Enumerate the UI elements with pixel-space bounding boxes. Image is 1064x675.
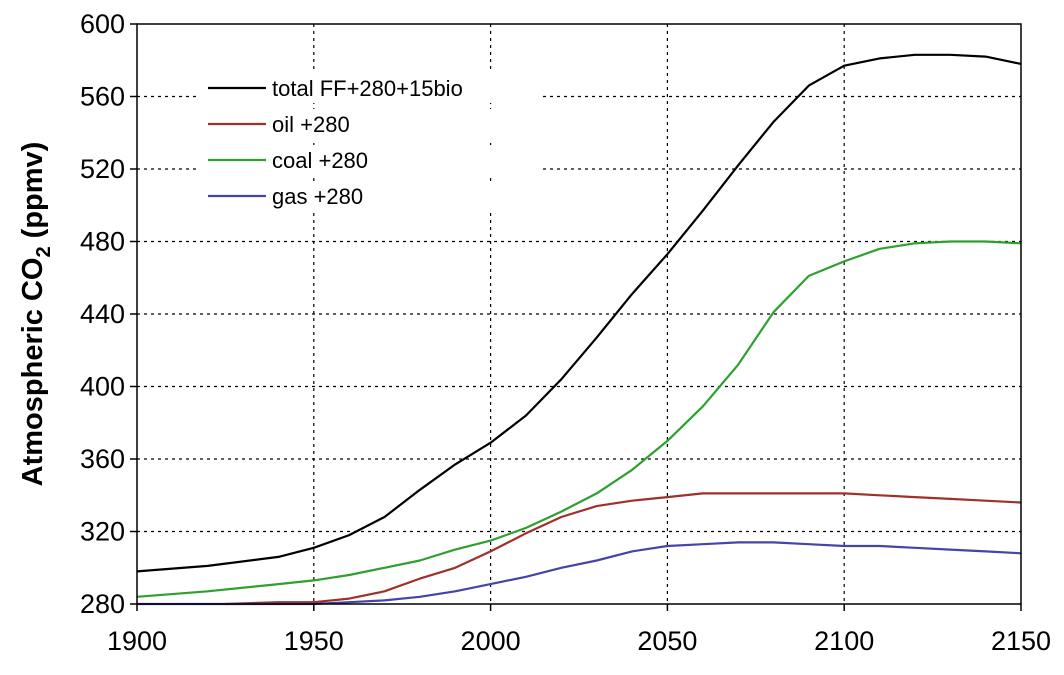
x-tick-label-2050: 2050 <box>637 626 697 656</box>
y-axis-tick-labels: 280 320 360 400 440 480 520 560 600 <box>80 9 137 619</box>
y-tick-label-560: 560 <box>80 82 125 112</box>
y-tick-label-400: 400 <box>80 372 125 402</box>
x-tick-label-1900: 1900 <box>107 626 167 656</box>
series-line-3 <box>137 541 1022 606</box>
x-tick-label-2000: 2000 <box>461 626 521 656</box>
series-line-2 <box>136 240 1022 598</box>
legend-label-0: total FF+280+15bio <box>272 76 463 101</box>
y-tick-label-280: 280 <box>80 589 125 619</box>
legend-label-2: coal +280 <box>272 148 368 173</box>
y-tick-label-520: 520 <box>80 154 125 184</box>
series-line-1 <box>225 492 1022 606</box>
y-axis-title-subscript: 2 <box>33 246 55 257</box>
series-line-0 <box>136 53 1022 573</box>
y-tick-label-320: 320 <box>80 517 125 547</box>
y-tick-label-440: 440 <box>80 299 125 329</box>
legend-label-1: oil +280 <box>272 112 350 137</box>
x-axis-tick-labels: 1900 1950 2000 2050 2100 2150 <box>107 604 1051 656</box>
x-tick-label-2150: 2150 <box>991 626 1051 656</box>
y-tick-label-600: 600 <box>80 9 125 39</box>
x-tick-label-2100: 2100 <box>814 626 874 656</box>
y-tick-label-480: 480 <box>80 227 125 257</box>
x-tick-label-1950: 1950 <box>284 626 344 656</box>
legend-label-3: gas +280 <box>272 184 363 209</box>
legend: total FF+280+15bio oil +280 coal +280 gas +… <box>200 73 540 211</box>
y-tick-label-360: 360 <box>80 444 125 474</box>
series-lines <box>136 53 1022 606</box>
y-axis-title: Atmospheric CO2 (ppmv) <box>17 142 55 487</box>
